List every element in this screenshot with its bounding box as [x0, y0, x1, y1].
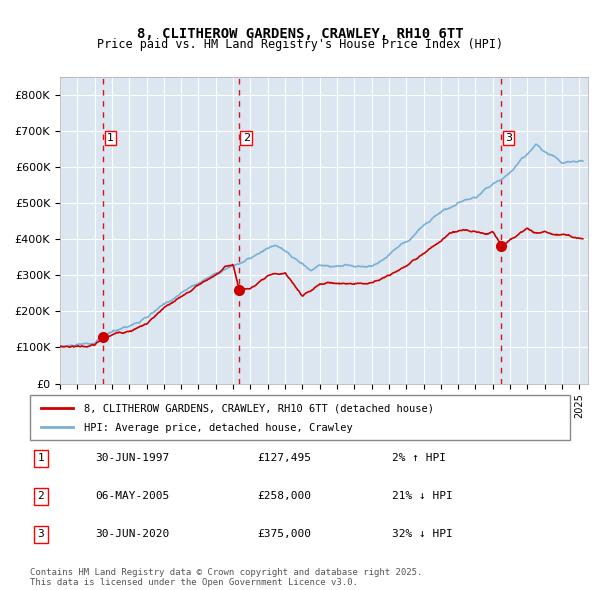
Text: £258,000: £258,000 — [257, 491, 311, 502]
Text: Contains HM Land Registry data © Crown copyright and database right 2025.
This d: Contains HM Land Registry data © Crown c… — [30, 568, 422, 587]
Text: Price paid vs. HM Land Registry's House Price Index (HPI): Price paid vs. HM Land Registry's House … — [97, 38, 503, 51]
Text: 32% ↓ HPI: 32% ↓ HPI — [392, 529, 452, 539]
Text: £375,000: £375,000 — [257, 529, 311, 539]
Text: 3: 3 — [505, 133, 512, 143]
Text: 30-JUN-2020: 30-JUN-2020 — [95, 529, 169, 539]
Text: 8, CLITHEROW GARDENS, CRAWLEY, RH10 6TT (detached house): 8, CLITHEROW GARDENS, CRAWLEY, RH10 6TT … — [84, 404, 434, 414]
Text: 8, CLITHEROW GARDENS, CRAWLEY, RH10 6TT: 8, CLITHEROW GARDENS, CRAWLEY, RH10 6TT — [137, 27, 463, 41]
Text: 1: 1 — [107, 133, 114, 143]
Text: 30-JUN-1997: 30-JUN-1997 — [95, 453, 169, 463]
Text: 2: 2 — [37, 491, 44, 502]
Text: £127,495: £127,495 — [257, 453, 311, 463]
Text: 1: 1 — [37, 453, 44, 463]
Text: 3: 3 — [37, 529, 44, 539]
Text: 06-MAY-2005: 06-MAY-2005 — [95, 491, 169, 502]
Text: 2: 2 — [242, 133, 250, 143]
Text: 2% ↑ HPI: 2% ↑ HPI — [392, 453, 446, 463]
Text: 21% ↓ HPI: 21% ↓ HPI — [392, 491, 452, 502]
FancyBboxPatch shape — [30, 395, 570, 440]
Text: HPI: Average price, detached house, Crawley: HPI: Average price, detached house, Craw… — [84, 423, 353, 433]
